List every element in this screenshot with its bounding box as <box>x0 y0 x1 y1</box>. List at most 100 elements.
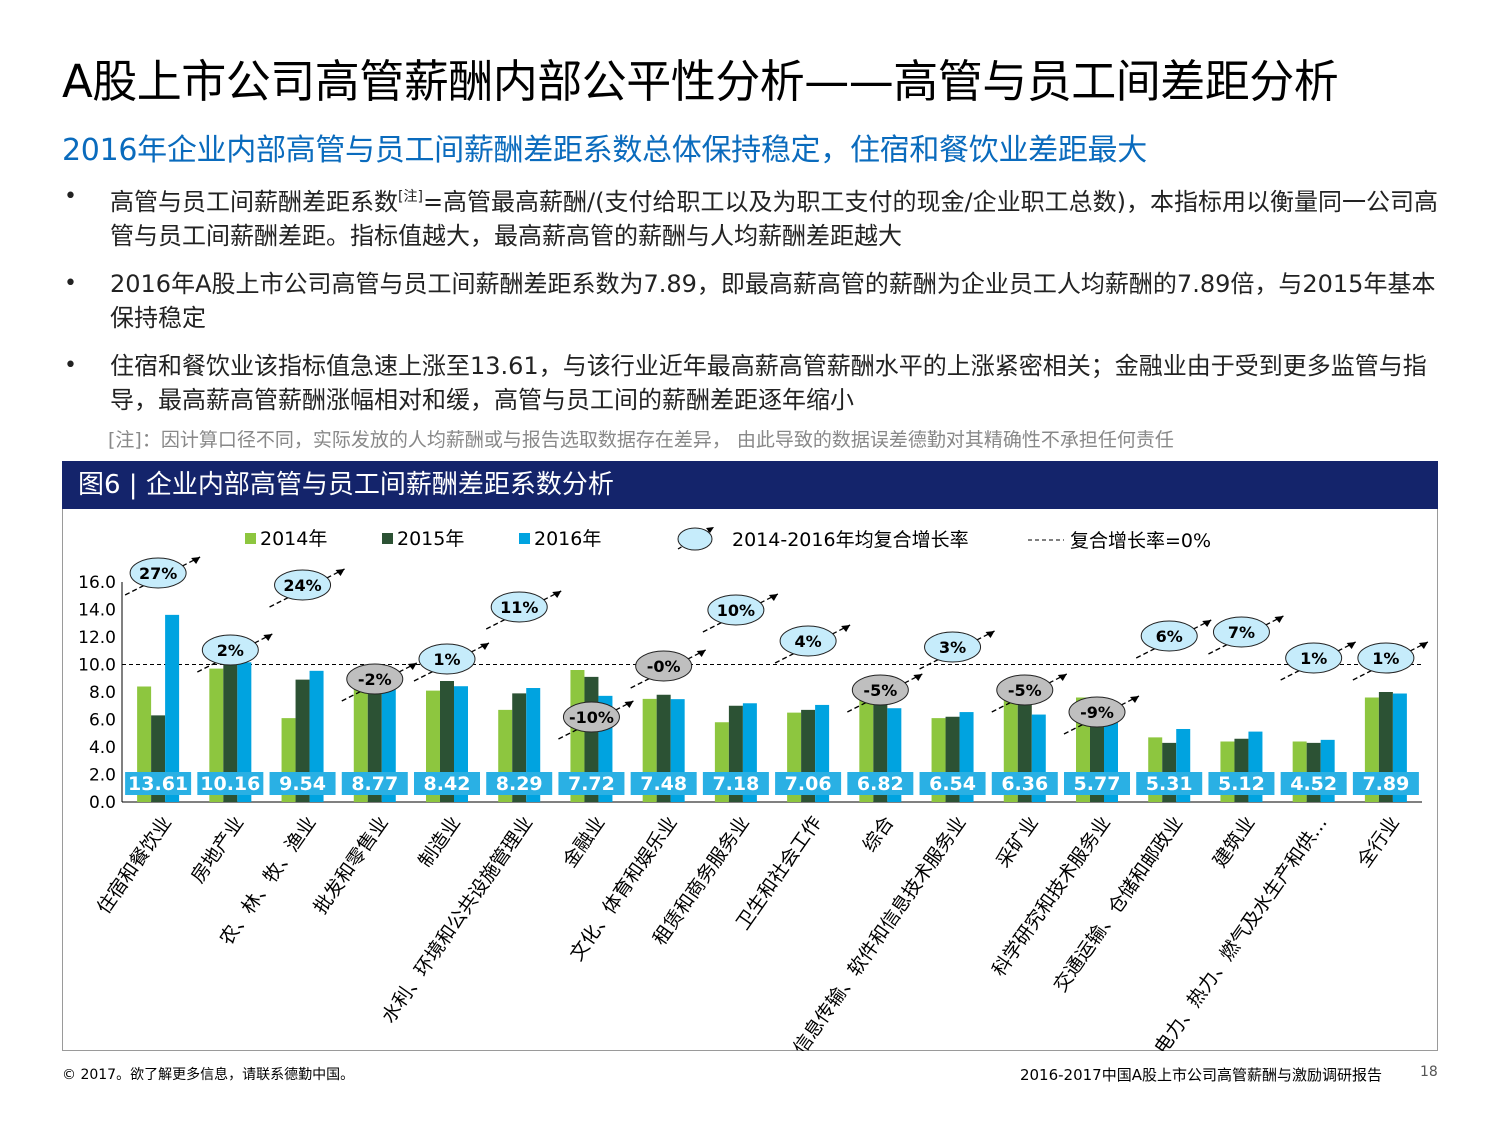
cagr-label: 7% <box>1228 623 1255 642</box>
bar-2015 <box>223 663 238 802</box>
cagr-arrow-head <box>841 625 851 632</box>
value-label-box <box>414 772 480 795</box>
value-label-box <box>775 772 842 795</box>
value-label-box <box>341 772 408 795</box>
figure-frame <box>62 509 1438 1051</box>
x-category-label: 交通运输、仓储和邮政业 <box>1049 812 1187 996</box>
cagr-arrow-head <box>263 634 273 641</box>
x-category-label: 住宿和餐饮业 <box>93 812 176 918</box>
value-label: 7.06 <box>785 773 832 795</box>
page-number: 18 <box>1420 1064 1438 1080</box>
cagr-bubble <box>562 701 620 733</box>
cagr-arrow-head <box>696 650 706 657</box>
bar-2016 <box>309 670 324 802</box>
value-label: 5.31 <box>1146 773 1193 795</box>
bar-2016 <box>381 681 396 802</box>
bar-2016 <box>237 662 252 802</box>
bar-2016 <box>165 614 180 802</box>
x-category-label: 水利、环境和公共设施管理业 <box>378 812 538 1027</box>
cagr-label: 10% <box>717 601 755 620</box>
bullet-text: 住宿和餐饮业该指标值急速上涨至13.61，与该行业近年最高薪高管薪酬水平的上涨紧… <box>110 352 1427 414</box>
bullet-item: • 住宿和餐饮业该指标值急速上涨至13.61，与该行业近年最高薪高管薪酬水平的上… <box>62 349 1442 417</box>
legend-cagr-arrow-head <box>706 527 714 533</box>
bullet-symbol: • <box>64 353 77 378</box>
cagr-bubble <box>346 663 404 695</box>
bar-2014 <box>209 668 224 802</box>
value-label-box <box>630 772 697 795</box>
cagr-label: 1% <box>433 650 460 669</box>
footnote: [注]：因计算口径不同，实际发放的人均薪酬或与报告选取数据存在差异， 由此导致的… <box>108 429 1174 451</box>
value-label: 7.89 <box>1362 773 1409 795</box>
y-tick-label: 10.0 <box>78 656 116 676</box>
cagr-label: -2% <box>358 670 392 689</box>
value-label: 7.72 <box>568 773 615 795</box>
bullet-text: =高管最高薪酬/(支付给职工以及为职工支付的现金/企业职工总数)，本指标用以衡量… <box>110 188 1438 250</box>
cagr-bubble <box>1285 642 1343 674</box>
cagr-bubble <box>635 650 693 682</box>
cagr-arrow-head <box>1346 642 1356 649</box>
cagr-bubble <box>274 569 332 601</box>
value-label-box <box>558 772 625 795</box>
cagr-label: -9% <box>1080 703 1114 722</box>
bar-2015 <box>440 681 454 802</box>
cagr-arrow-head <box>552 591 562 598</box>
value-label-box <box>1280 772 1347 795</box>
value-label: 13.61 <box>128 773 188 795</box>
value-label: 8.42 <box>424 773 471 795</box>
bullet-text: 2016年A股上市公司高管与员工间薪酬差距系数为7.89，即最高薪高管的薪酬为企… <box>110 270 1436 332</box>
value-label: 7.18 <box>712 773 759 795</box>
bullet-item: • 2016年A股上市公司高管与员工间薪酬差距系数为7.89，即最高薪高管的薪酬… <box>62 267 1442 335</box>
cagr-bubble <box>996 674 1054 706</box>
cagr-label: 3% <box>939 638 966 657</box>
legend-label-2014: 2014年 <box>260 528 327 550</box>
cagr-bubble <box>1212 616 1270 648</box>
cagr-arrow-head <box>335 569 345 576</box>
cagr-arrow-head <box>191 557 201 564</box>
cagr-bubble <box>1068 696 1126 728</box>
cagr-bubble <box>924 631 982 663</box>
cagr-bubble <box>1140 620 1198 652</box>
figure-title: 图6 | 企业内部高管与员工间薪酬差距系数分析 <box>62 461 1438 509</box>
cagr-bubble <box>490 591 548 623</box>
cagr-label: 4% <box>795 632 822 651</box>
value-label-box <box>1064 772 1130 795</box>
legend-swatch-2016 <box>519 533 530 544</box>
cagr-bubble <box>418 643 476 675</box>
value-label-box <box>847 772 914 795</box>
value-label: 8.29 <box>496 773 543 795</box>
cagr-label: -5% <box>863 681 897 700</box>
cagr-label: -0% <box>647 657 681 676</box>
cagr-arrow-head <box>624 701 634 708</box>
bullet-list: • 高管与员工间薪酬差距系数[注]=高管最高薪酬/(支付给职工以及为职工支付的现… <box>62 180 1442 431</box>
cagr-arrow-head <box>407 663 417 670</box>
value-label: 4.52 <box>1290 773 1337 795</box>
x-category-label: 制造业 <box>414 812 465 871</box>
y-tick-label: 2.0 <box>89 766 116 786</box>
value-label-box <box>702 772 769 795</box>
legend-cagr-bubble <box>677 527 713 551</box>
cagr-label: -10% <box>569 708 614 727</box>
legend-label-2016: 2016年 <box>534 528 601 550</box>
bullet-symbol: • <box>64 184 77 209</box>
cagr-label: 1% <box>1372 649 1399 668</box>
cagr-arrow-head <box>913 674 923 681</box>
cagr-label: -5% <box>1008 681 1042 700</box>
value-label-box <box>125 772 192 795</box>
value-label-box <box>269 772 336 795</box>
value-label: 6.82 <box>857 773 904 795</box>
value-label: 10.16 <box>200 773 260 795</box>
footer-report-title: 2016-2017中国A股上市公司高管薪酬与激励调研报告 <box>1019 1066 1382 1084</box>
value-label-box <box>1352 772 1419 795</box>
cagr-arrow-head <box>1418 642 1428 649</box>
y-tick-label: 16.0 <box>78 573 116 593</box>
cagr-arrow-head <box>1202 620 1212 627</box>
value-label-box <box>197 772 264 795</box>
x-category-label: 全行业 <box>1353 812 1404 871</box>
legend-label-ref: 复合增长率=0% <box>1070 530 1211 552</box>
x-category-label: 金融业 <box>559 812 610 871</box>
legend-swatch-2014 <box>245 533 256 544</box>
y-tick-label: 12.0 <box>78 628 116 648</box>
bar-2014 <box>1003 679 1018 802</box>
bullet-text: 高管与员工间薪酬差距系数 <box>110 188 398 216</box>
value-label-box <box>486 772 553 795</box>
